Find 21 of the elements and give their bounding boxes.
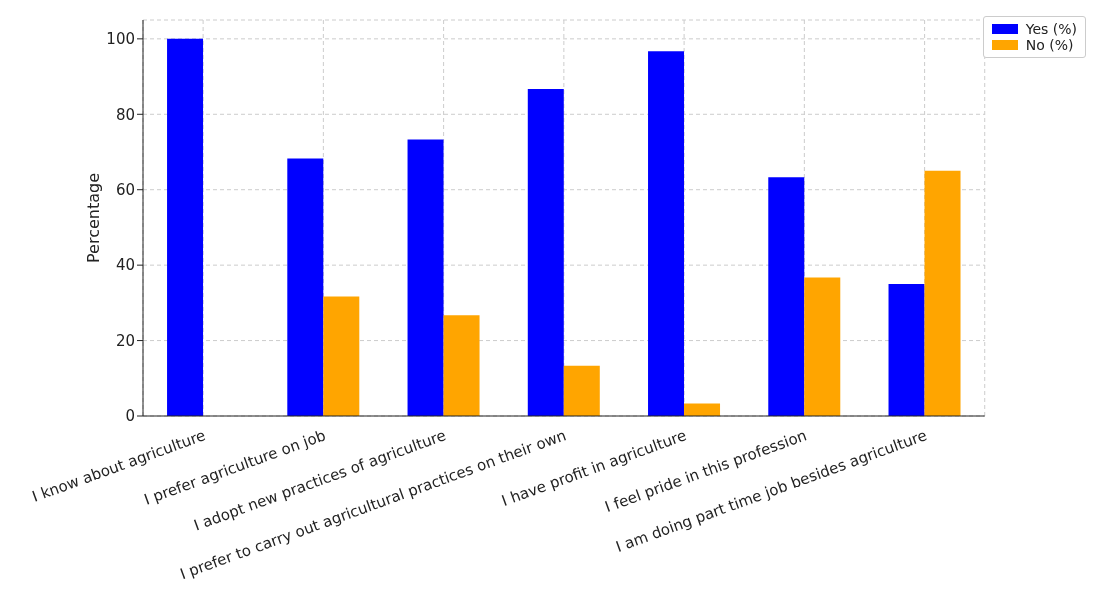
- y-axis-title: Percentage: [83, 172, 103, 264]
- bar: [527, 89, 564, 416]
- y-tick-label: 100: [106, 30, 135, 49]
- legend-label: No (%): [1025, 37, 1074, 53]
- bar: [287, 158, 324, 416]
- bar: [648, 51, 685, 416]
- bar: [443, 315, 480, 416]
- bar: [563, 365, 600, 416]
- bar: [768, 177, 805, 416]
- bar: [323, 296, 360, 416]
- bar: [804, 277, 841, 416]
- bar: [888, 284, 925, 416]
- y-tick-label: 60: [115, 181, 135, 200]
- y-tick-label: 20: [115, 331, 135, 350]
- y-tick-label: 80: [115, 105, 135, 124]
- legend-label: Yes (%): [1025, 21, 1077, 37]
- bar: [407, 139, 444, 416]
- bar: [924, 170, 961, 416]
- bar: [167, 38, 204, 416]
- y-tick-label: 0: [125, 407, 135, 426]
- y-tick-label: 40: [115, 256, 135, 275]
